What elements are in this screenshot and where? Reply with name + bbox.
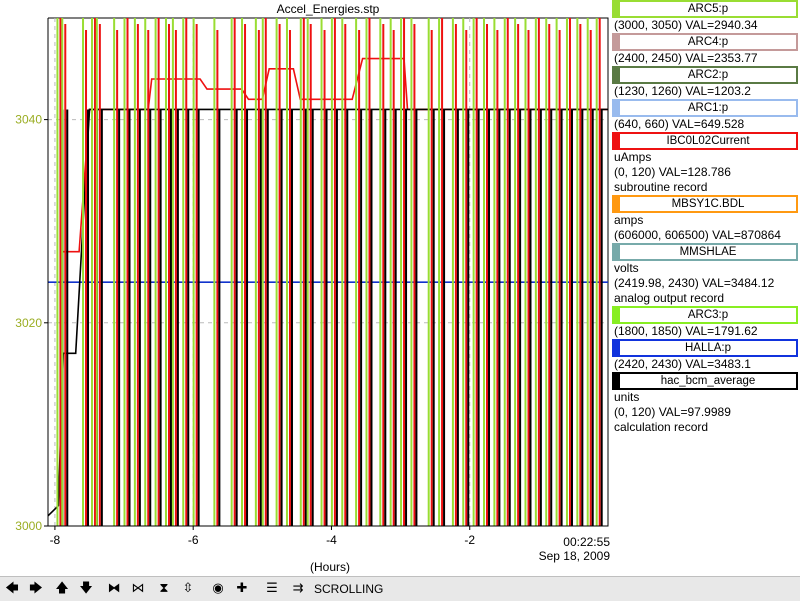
legend-entry[interactable]: MMSHLAE volts (2419.98, 2430) VAL=3484.12 a… [610,243,800,306]
legend-entry[interactable]: IBC0L02Current uAmps (0, 120) VAL=128.786 s… [610,132,800,195]
legend-entry[interactable]: ARC2:p (1230, 1260) VAL=1203.2 [610,66,800,99]
scroll-up-button[interactable]: 🡅 [55,581,69,596]
legend-entry[interactable]: MBSY1C.BDL amps (606000, 606500) VAL=87086… [610,195,800,243]
y-tick-label: 3020 [15,316,42,330]
legend-entry-name: MBSY1C.BDL [612,195,798,213]
legend-entry-name: ARC5:p [612,0,798,18]
x-tick-label: -4 [326,533,337,547]
legend-entry-name: ARC4:p [612,33,798,51]
legend-entry[interactable]: ARC1:p (640, 660) VAL=649.528 [610,99,800,132]
legend-entry-name: hac_bcm_average [612,372,798,390]
legend-entry[interactable]: ARC5:p (3000, 3050) VAL=2940.34 [610,0,800,33]
left-mask [0,0,48,600]
legend-entry-detail: amps [614,213,644,227]
legend-entry-name: MMSHLAE [612,243,798,261]
scroll-down-button[interactable]: 🡇 [79,581,93,596]
legend-entry-name: IBC0L02Current [612,132,798,150]
legend-entry[interactable]: hac_bcm_average units (0, 120) VAL=97.9989… [610,372,800,435]
end-date-label: Sep 18, 2009 [538,549,610,563]
legend-entry-detail: (1800, 1850) VAL=1791.62 [614,324,758,338]
legend-entry-detail: (1230, 1260) VAL=1203.2 [614,84,751,98]
scroll-mode-button[interactable]: ⇉ [292,581,304,596]
stagger-button[interactable]: ☰ [266,581,278,596]
legend-entry-name: HALLA:p [612,339,798,357]
end-time-label: 00:22:55 [563,535,610,549]
legend-entry[interactable]: ARC4:p (2400, 2450) VAL=2353.77 [610,33,800,66]
mode-label: SCROLLING [314,582,384,596]
legend-entry-detail: (2419.98, 2430) VAL=3484.12 [614,276,775,290]
zoom-in-x-button[interactable]: ⧓ [107,581,121,596]
legend-entry-detail: (2400, 2450) VAL=2353.77 [614,51,758,65]
plot-frame [47,17,609,527]
legend-entry-name: ARC2:p [612,66,798,84]
legend-entry-detail: uAmps [614,150,652,164]
legend-entry-name: ARC1:p [612,99,798,117]
y-tick-label: 3040 [15,113,42,127]
y-tick-label: 3000 [15,519,42,533]
legend-entry-detail: volts [614,261,639,275]
legend-entry[interactable]: HALLA:p (2420, 2430) VAL=3483.1 [610,339,800,372]
legend-entry-detail: (606000, 606500) VAL=870864 [614,228,781,242]
x-tick-label: -6 [188,533,199,547]
scroll-left-button[interactable]: 🡄 [5,581,19,596]
autoscale-button[interactable]: ◉ [212,581,224,596]
x-axis-label: (Hours) [309,560,350,574]
legend-entry-detail: units [614,390,640,404]
legend-entry-name: ARC3:p [612,306,798,324]
legend-entry-detail: (3000, 3050) VAL=2940.34 [614,18,758,32]
legend-entry-detail: calculation record [614,420,709,434]
legend-entry[interactable]: ARC3:p (1800, 1850) VAL=1791.62 [610,306,800,339]
x-tick-label: -8 [50,533,61,547]
legend-entry-detail: (2420, 2430) VAL=3483.1 [614,357,751,371]
legend-entry-detail: (640, 660) VAL=649.528 [614,117,745,131]
right-mask [609,0,611,600]
zoom-out-x-button[interactable]: ⋈ [131,581,145,596]
scroll-right-button[interactable]: 🡆 [29,581,43,596]
toolbar: SCROLLING 🡄 🡆 🡅 🡇 ⧓ ⋈ ⧗ ⇳ ◉ ✚ ☰ ⇉ [0,576,800,601]
legend-entry-detail: (0, 120) VAL=97.9989 [614,405,731,419]
zoom-out-y-button[interactable]: ⇳ [182,581,194,596]
chart-title: Accel_Energies.stp [276,2,380,16]
legend-entry-detail: analog output record [614,291,725,305]
legend: ARC5:p (3000, 3050) VAL=2940.34 ARC4:p (240… [610,0,800,434]
legend-entry-detail: subroutine record [614,180,708,194]
legend-entry-detail: (0, 120) VAL=128.786 [614,165,731,179]
zoom-in-y-button[interactable]: ⧗ [159,581,169,596]
add-button[interactable]: ✚ [236,581,248,596]
x-tick-label: -2 [464,533,475,547]
